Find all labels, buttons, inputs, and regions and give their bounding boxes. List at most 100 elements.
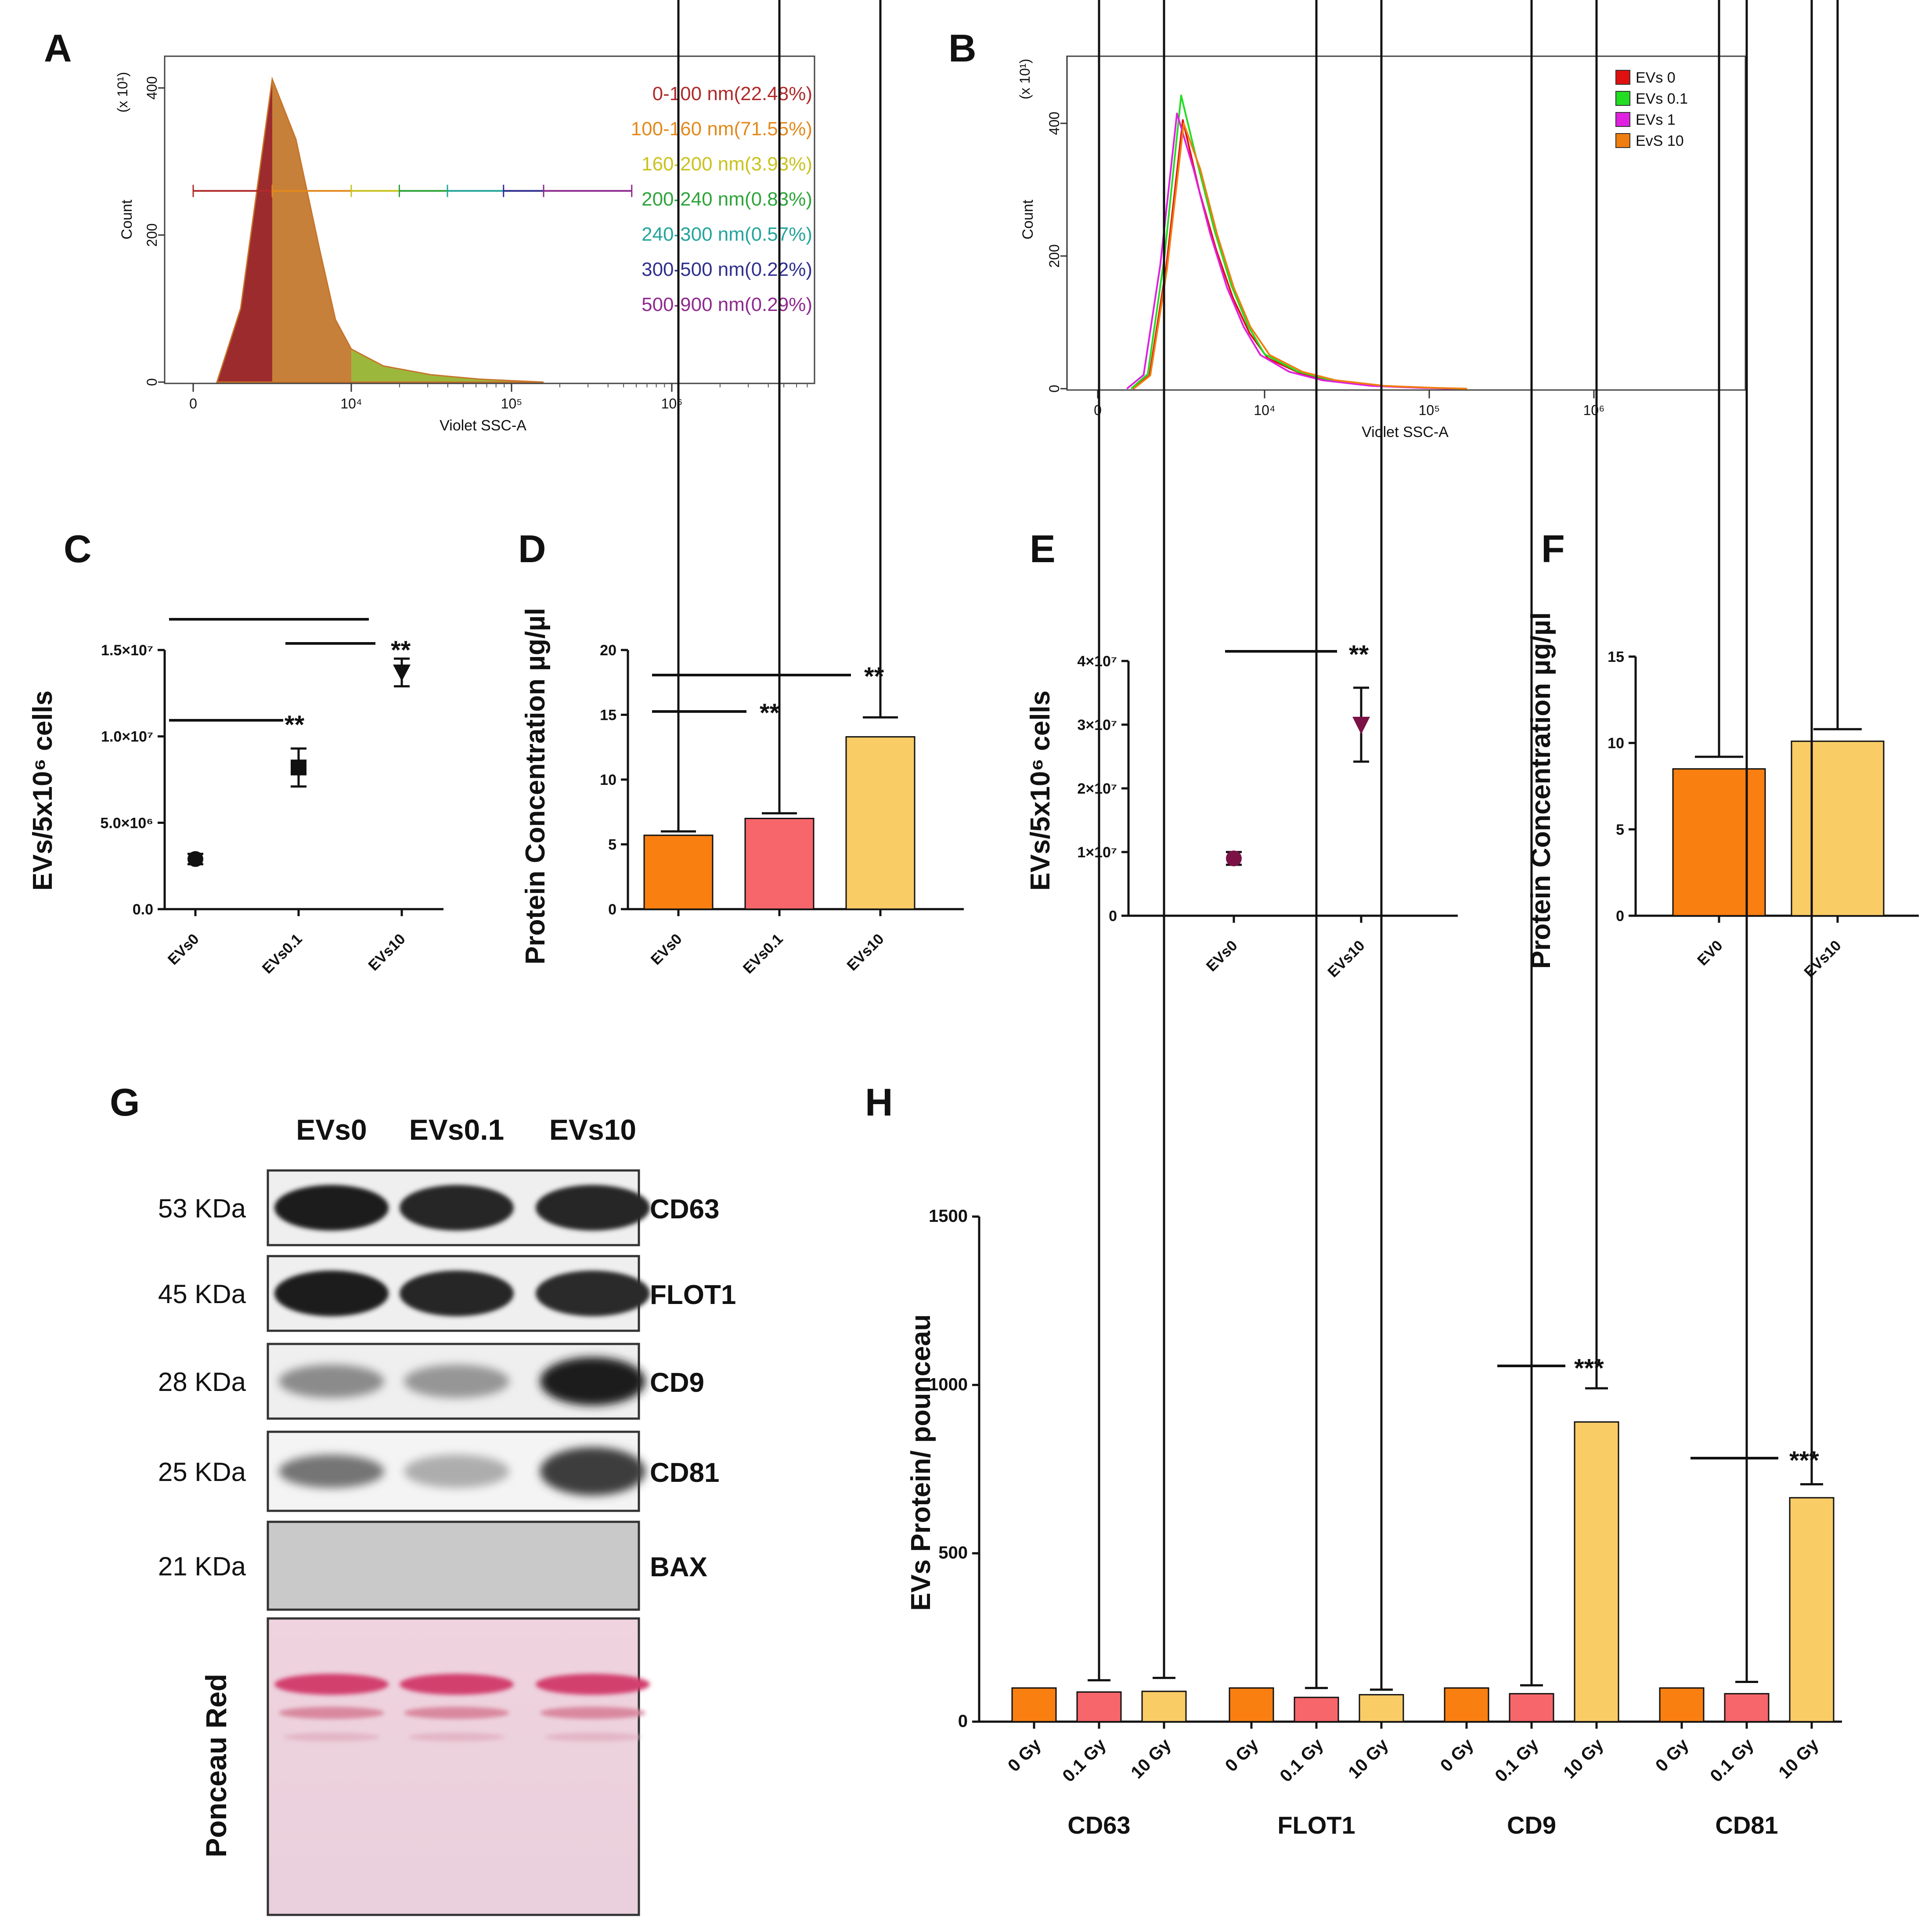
x-tick-label: EV0 xyxy=(1694,937,1726,969)
panel-b-xlabel: Violet SSC-A xyxy=(1362,424,1449,441)
ponceau-band xyxy=(404,1707,509,1719)
group-label: CD63 xyxy=(1067,1811,1130,1839)
x-tick-label: EVs0 xyxy=(165,931,202,968)
bar xyxy=(1791,740,1885,917)
x-tick-label: EVs10 xyxy=(844,931,887,974)
blot-band xyxy=(404,1365,509,1398)
histogram-line xyxy=(1126,112,1454,390)
protein-label: CD81 xyxy=(650,1458,720,1488)
x-tick-label: 10⁶ xyxy=(1583,402,1605,418)
molecular-weight-label: 53 KDa xyxy=(158,1194,246,1223)
panel-d-bar: 0 5 10 15 20 EVs0 EVs0.1 EVs10 ** ** Protein Conc… xyxy=(520,0,964,977)
x-tick-label: EVs10 xyxy=(365,931,409,974)
x-tick-label: 10⁵ xyxy=(501,396,523,412)
bar xyxy=(744,818,815,910)
panel-label-f: F xyxy=(1541,527,1565,571)
histogram-line xyxy=(1133,122,1467,390)
ponceau-label: Ponceau Red xyxy=(200,1674,232,1857)
y-tick-label: 0 xyxy=(608,901,616,918)
significance-label: ** xyxy=(285,711,305,739)
y-tick-label: 10 xyxy=(600,772,616,788)
bar xyxy=(1509,1693,1554,1723)
bar xyxy=(1789,1497,1835,1723)
panel-a-ylabel: Count xyxy=(119,199,135,239)
protein-label: FLOT1 xyxy=(650,1280,736,1310)
blot-band xyxy=(536,1271,650,1316)
protein-label: CD63 xyxy=(650,1194,720,1224)
blot-band xyxy=(279,1365,384,1398)
ponceau-band xyxy=(400,1674,514,1695)
legend-swatch xyxy=(1615,91,1630,106)
y-tick-label: 1.0×10⁷ xyxy=(101,729,153,745)
panel-e-plot: 0 1×10⁷ 2×10⁷ 3×10⁷ 4×10⁷ EVs0 EVs10 ** xyxy=(1077,640,1458,981)
panel-c-ylabel: EVs/5x10⁶ cells xyxy=(28,690,58,891)
significance-label: ** xyxy=(864,662,884,691)
y-tick-label: 20 xyxy=(600,642,616,659)
panel-label-b: B xyxy=(948,26,977,70)
panel-b-lines xyxy=(1126,94,1467,390)
ponceau-membrane: Ponceau Red xyxy=(200,1617,650,1916)
panel-g-western-blot: EVs0 EVs0.1 EVs10 53 KDa CD63 45 KDa FLOT1 2… xyxy=(158,1113,736,1916)
gate-legend-label: 100-160 nm(71.55%) xyxy=(631,118,812,140)
legend-label: EVs 1 xyxy=(1636,112,1676,128)
x-tick-label: 0 Gy xyxy=(1004,1735,1045,1776)
panel-label-a: A xyxy=(44,26,72,70)
protein-label: CD9 xyxy=(650,1368,704,1398)
panel-d-plot: 0 5 10 15 20 EVs0 EVs0.1 EVs10 ** ** xyxy=(600,0,964,977)
y-tick-label: 0.0 xyxy=(133,901,153,918)
panel-b-ylabel: Count xyxy=(1020,199,1036,239)
gate-legend-label: 300-500 nm(0.22%) xyxy=(642,259,812,280)
data-point xyxy=(187,851,203,867)
legend-label: EVs 0.1 xyxy=(1636,90,1688,107)
y-tick-label: 1×10⁷ xyxy=(1077,844,1117,861)
blot-band xyxy=(274,1271,389,1316)
molecular-weight-label: 21 KDa xyxy=(158,1552,246,1581)
bar xyxy=(1659,1687,1705,1723)
blot-lane-label: EVs10 xyxy=(549,1113,636,1146)
group-label: CD81 xyxy=(1715,1811,1778,1839)
y-tick-label: 3×10⁷ xyxy=(1077,717,1117,733)
protein-label: BAX xyxy=(650,1552,707,1582)
x-tick-label: 0 xyxy=(189,396,197,412)
histogram-area xyxy=(217,79,272,382)
blot-band xyxy=(540,1447,645,1495)
y-tick-label: 1.5×10⁷ xyxy=(101,642,153,659)
bar xyxy=(1076,1691,1122,1723)
x-tick-label: 0 Gy xyxy=(1222,1735,1262,1776)
data-point xyxy=(393,665,411,682)
panel-c-plot: 0.0 5.0×10⁶ 1.0×10⁷ 1.5×10⁷ EVs0 EVs0.1 EVs10 *… xyxy=(100,618,443,977)
x-tick-label: EVs10 xyxy=(1325,937,1368,981)
blot-lane-label: EVs0 xyxy=(296,1113,367,1146)
panel-c-scatter: 0.0 5.0×10⁶ 1.0×10⁷ 1.5×10⁷ EVs0 EVs0.1 EVs10 *… xyxy=(28,618,443,977)
x-tick-label: EVs0 xyxy=(1203,937,1241,975)
ponceau-band xyxy=(540,1707,645,1719)
panel-a-y-multiplier: (x 10¹) xyxy=(115,72,130,112)
data-point xyxy=(1352,717,1370,734)
y-tick-label: 10 xyxy=(1608,735,1624,752)
y-tick-label: 1000 xyxy=(929,1375,968,1394)
significance-label: *** xyxy=(1789,1446,1819,1475)
panel-label-c: C xyxy=(64,527,92,571)
ponceau-band xyxy=(408,1733,505,1741)
y-tick-label: 2×10⁷ xyxy=(1077,780,1117,797)
y-tick-label: 5.0×10⁶ xyxy=(100,815,153,831)
panel-d-ylabel: Protein Concentration µg/µl xyxy=(520,608,551,964)
x-tick-label: 10 Gy xyxy=(1560,1735,1608,1783)
panel-b-axes: 0 200 400 0 10⁴ 10⁵ 10⁶ xyxy=(1046,56,1604,418)
x-tick-label: 10⁴ xyxy=(1254,402,1275,418)
blot-lane-label: EVs0.1 xyxy=(409,1113,505,1146)
x-tick-label: 0 xyxy=(1094,402,1102,418)
blot-band xyxy=(274,1185,389,1231)
x-tick-label: 0.1 Gy xyxy=(1059,1735,1110,1786)
y-tick-label: 400 xyxy=(144,76,160,100)
x-tick-label: 10⁵ xyxy=(1419,402,1440,418)
y-tick-label: 4×10⁷ xyxy=(1077,653,1117,670)
panel-a-frame xyxy=(164,55,815,384)
panel-a-gates xyxy=(192,184,633,197)
molecular-weight-label: 25 KDa xyxy=(158,1457,246,1487)
y-tick-label: 200 xyxy=(144,223,160,246)
gate-legend-label: 0-100 nm(22.48%) xyxy=(652,83,812,105)
panel-a-fill xyxy=(216,76,544,383)
